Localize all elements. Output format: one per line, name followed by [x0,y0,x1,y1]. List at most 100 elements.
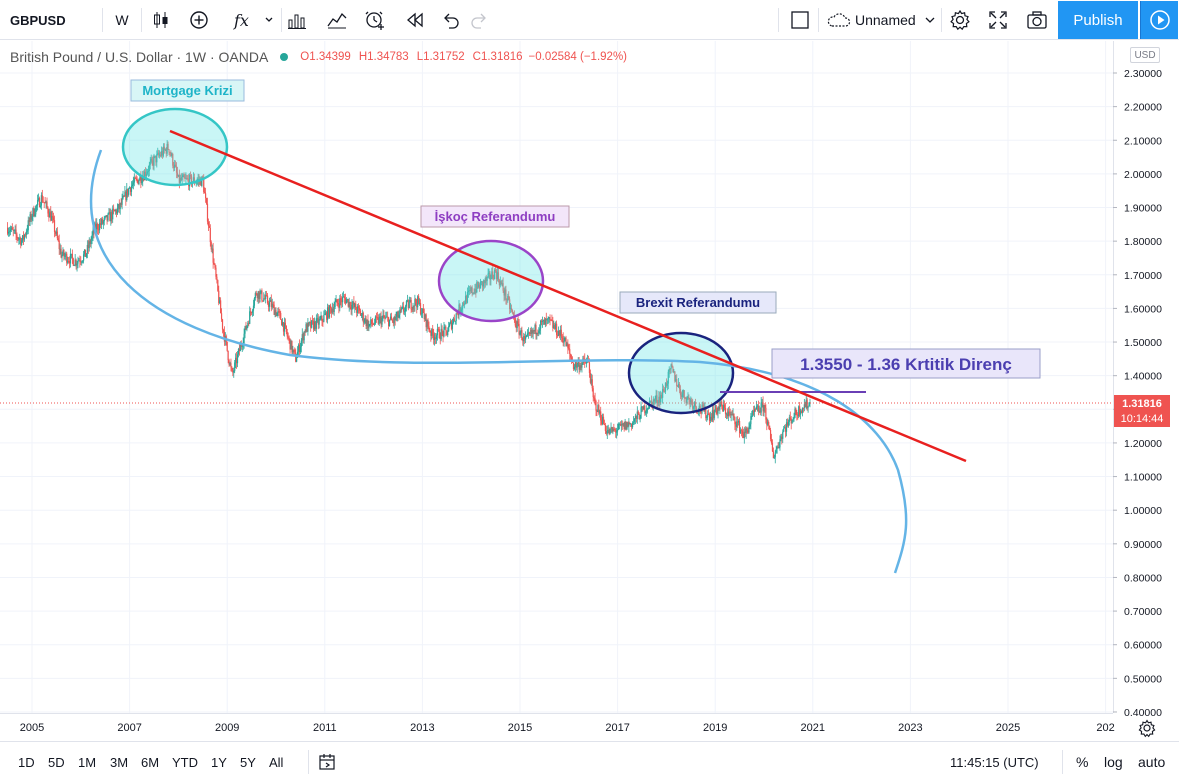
candle-body [367,319,369,329]
candle-body [210,242,212,250]
candle-body [414,299,416,307]
candle-body [318,319,320,325]
range-button-1m[interactable]: 1M [78,754,97,770]
candle-body [544,318,546,325]
range-button-1d[interactable]: 1D [18,754,35,770]
currency-label[interactable]: USD [1130,47,1160,63]
redo-icon[interactable] [466,0,492,40]
candle-body [790,418,792,424]
layout-grid-icon[interactable] [786,0,814,40]
log-scale-toggle[interactable]: log [1104,754,1123,770]
utc-clock[interactable]: 11:45:15 (UTC) [950,754,1039,770]
candle-body [772,451,774,459]
bowl-arc-drawing[interactable] [89,149,908,574]
candle-body [108,212,110,214]
layout-name-button[interactable]: Unnamed [826,0,940,40]
candle-body [687,396,689,398]
candle-body [246,325,248,330]
candle-body [253,298,256,306]
legend-open: O1.34399 [300,51,351,63]
range-button-5y[interactable]: 5Y [240,754,256,770]
range-button-all[interactable]: All [269,754,284,770]
candle-body [462,302,464,308]
candle-body [679,389,682,396]
candle-body [386,316,388,318]
candle-body [131,184,134,186]
chart-settings-gear-icon[interactable] [1138,719,1156,738]
candle-body [512,312,515,316]
fullscreen-icon[interactable] [984,0,1012,40]
mortgage-label[interactable]: Mortgage Krizi [130,79,245,102]
range-button-5d[interactable]: 5D [48,754,65,770]
percent-scale-toggle[interactable]: % [1076,754,1089,770]
candle-body [223,331,225,342]
play-icon[interactable] [1140,1,1178,39]
symbol-search-button[interactable]: GBPUSD [10,12,66,28]
candle-body [576,364,578,368]
candle-body [411,309,413,311]
candle-body [115,210,118,214]
candle-body [233,370,235,373]
add-compare-icon[interactable] [184,0,214,40]
candle-body [172,153,174,166]
indicators-button[interactable]: fx [222,0,278,40]
candle-body [145,173,148,176]
price-chart[interactable]: Mortgage Krizi İşkoç Referandumu Brexit … [0,41,1179,741]
price-axis[interactable]: 2.30000 2.20000 2.10000 2.00000 1.90000 1.800… [1113,68,1162,719]
replay-icon[interactable] [402,0,428,40]
candle-body [528,332,530,334]
iskoc-ellipse[interactable] [437,239,545,323]
undo-icon[interactable] [438,0,464,40]
candle-body [12,229,14,231]
brexit-ellipse[interactable] [627,331,735,415]
range-button-1y[interactable]: 1Y [211,754,227,770]
camera-icon[interactable] [1022,0,1052,40]
candle-body [773,457,775,459]
range-button-ytd[interactable]: YTD [172,754,198,770]
candle-body [422,308,424,314]
range-button-6m[interactable]: 6M [141,754,160,770]
time-axis[interactable]: 2005 2007 2009 2011 2013 2015 2017 2019 2021 2023… [20,722,1115,734]
candle-body [189,175,191,187]
resistance-label-text: 1.3550 - 1.36 Krtitik Direnç [800,355,1012,374]
date-range-calendar-icon[interactable] [318,742,338,781]
candle-body [443,326,445,337]
candle-body [269,300,271,302]
candle-body [202,176,204,179]
candle-body [568,348,570,350]
iskoc-label[interactable]: İşkoç Referandumu [420,205,570,228]
price-tick-label: 1.50000 [1124,337,1162,349]
candle-body [163,146,165,150]
candle-body [220,313,223,320]
candle-body [312,320,315,330]
mortgage-ellipse[interactable] [121,107,229,187]
candle-body [265,295,267,299]
candle-body [780,436,782,440]
price-tick-label: 2.30000 [1124,68,1162,80]
price-tick-label: 2.00000 [1124,169,1162,181]
candles-style-icon[interactable] [146,0,176,40]
candle-body [793,417,795,420]
candle-body [794,408,796,418]
chart-legend[interactable]: British Pound / U.S. Dollar · 1W · OANDA… [10,47,627,67]
trendline-drawing[interactable] [169,129,967,463]
candle-body [168,149,170,153]
candle-body [301,334,303,341]
candle-body [37,198,40,201]
financials-icon[interactable] [284,0,310,40]
candle-body [338,304,340,308]
brexit-label[interactable]: Brexit Referandumu [619,291,777,314]
publish-button[interactable]: Publish [1058,1,1138,39]
alert-clock-icon[interactable] [362,0,388,40]
candle-body [152,160,154,166]
settings-gear-icon[interactable] [946,0,974,40]
resistance-label[interactable]: 1.3550 - 1.36 Krtitik Direnç [771,348,1041,379]
templates-icon[interactable] [324,0,350,40]
range-button-3m[interactable]: 3M [110,754,129,770]
candle-body [147,171,149,172]
interval-button[interactable]: W [115,12,129,28]
candle-body [110,212,112,222]
candle-body [112,208,114,220]
candle-body [726,413,728,417]
auto-scale-toggle[interactable]: auto [1138,754,1166,770]
